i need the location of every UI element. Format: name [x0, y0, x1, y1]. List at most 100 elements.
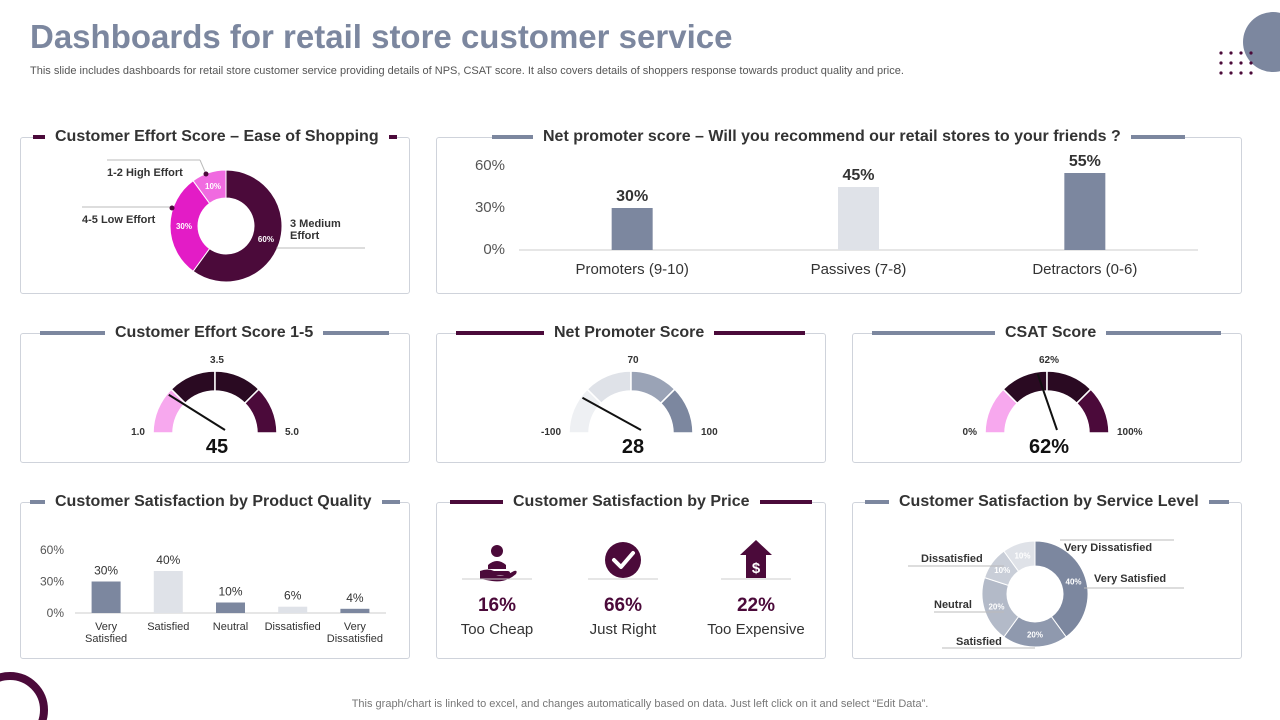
nps-gauge-card [436, 333, 826, 463]
csat-gauge-segment [1075, 388, 1110, 434]
svc-label-satisfied: Satisfied [956, 636, 1002, 648]
price-label-just-right: Just Right [590, 621, 658, 638]
nps-gauge-max: 100 [701, 427, 718, 438]
pq-bar [340, 608, 370, 613]
pq-value-label: 30% [94, 564, 118, 578]
ces-gauge-value: 45 [206, 436, 228, 458]
nps-recommend-chart: 0% 30% 60% 30% Promoters (9-10) 45% Passives (… [475, 153, 1198, 278]
svc-slice-label-2: 20% [988, 603, 1004, 612]
svc-label-very-dissatisfied: Very Dissatisfied [1064, 542, 1152, 554]
ces-slice-label-2: 10% [205, 182, 221, 191]
ces-slice-1 [169, 179, 211, 273]
pq-value-label: 40% [156, 553, 180, 567]
page-title: Dashboards for retail store customer ser… [30, 18, 733, 55]
nps-gauge-mid: 70 [627, 355, 639, 366]
ces-ease-title: Customer Effort Score – Ease of Shopping [45, 124, 389, 150]
nps-ytick: 60% [475, 157, 505, 174]
nps-gauge-segment [659, 388, 694, 434]
nps-gauge-min: -100 [541, 427, 561, 438]
ces-ease-chart: 60% 30% 10% 1-2 High Effort 4-5 Low Effort… [82, 159, 365, 283]
product-quality-title: Customer Satisfaction by Product Quality [45, 489, 382, 515]
footer-note: This graph/chart is linked to excel, and… [351, 698, 929, 710]
nps-value-label: 45% [842, 167, 874, 184]
pq-category-label: Dissatisfied [265, 621, 321, 633]
svc-slice-label-0: 40% [1066, 577, 1082, 586]
svc-label-very-satisfied: Very Satisfied [1094, 573, 1166, 585]
checkmark-icon [605, 542, 641, 578]
pq-category-label: Satisfied [147, 621, 189, 633]
pq-category-label: Neutral [213, 621, 248, 633]
pq-category-label: Very Dissatisfied [327, 621, 383, 645]
nps-value-label: 30% [616, 188, 648, 205]
ces-slice-label-1: 30% [176, 222, 192, 231]
ces-gauge-max: 5.0 [285, 427, 299, 438]
price-label-too-cheap: Too Cheap [461, 621, 534, 638]
csat-gauge-title: CSAT Score [995, 320, 1107, 346]
nps-gauge-value: 28 [622, 436, 644, 458]
svg-text:$: $ [752, 560, 761, 577]
dollar-house-icon: $ [740, 540, 772, 578]
price-value-just-right: 66% [604, 595, 642, 616]
pq-bar [216, 602, 245, 613]
svc-slice-label-4: 10% [1014, 551, 1030, 560]
service-level-chart: 40% 20% 20% 10% 10% Very Dissatisfied Very S… [908, 539, 1184, 649]
pq-value-label: 6% [284, 589, 302, 603]
pq-ytick: 60% [40, 543, 64, 557]
svc-label-dissatisfied: Dissatisfied [921, 553, 983, 565]
csat-gauge-value: 62% [1029, 436, 1069, 458]
csat-gauge-mid: 62% [1039, 355, 1059, 366]
decorative-dots [1219, 51, 1253, 75]
svc-slice-4 [1003, 540, 1036, 573]
nps-gauge-needle [581, 396, 642, 431]
csat-gauge-chart: 0% 100% 62% 62% [963, 355, 1143, 458]
pq-value-label: 10% [218, 585, 242, 599]
price-title: Customer Satisfaction by Price [503, 489, 760, 515]
ces-slice-0 [192, 169, 283, 283]
pq-bar [91, 581, 121, 613]
pq-category-label: Very Satisfied [85, 621, 127, 645]
ces-gauge-chart: 1.0 5.0 3.5 45 [131, 355, 299, 458]
pq-value-label: 4% [346, 591, 364, 605]
pq-bar [278, 606, 308, 613]
ces-slice-2 [192, 169, 227, 205]
product-quality-card [20, 502, 410, 659]
price-label-too-expensive: Too Expensive [707, 621, 805, 638]
ces-gauge-mid: 3.5 [210, 355, 224, 366]
pq-bar [153, 571, 183, 613]
nps-value-label: 55% [1069, 153, 1101, 170]
ces-gauge-needle [168, 393, 226, 431]
pq-ytick: 30% [40, 575, 64, 589]
svc-slice-label-3: 10% [994, 566, 1010, 575]
price-value-too-expensive: 22% [737, 595, 775, 616]
nps-bar [1064, 173, 1106, 250]
nps-ytick: 30% [475, 199, 505, 216]
csat-gauge-min: 0% [963, 427, 978, 438]
decorative-ring [0, 672, 48, 720]
svc-slice-0 [1034, 540, 1089, 638]
nps-bar [611, 208, 653, 250]
price-value-too-cheap: 16% [478, 595, 516, 616]
ces-ease-donut: 60% 30% 10% [169, 169, 283, 283]
nps-ytick: 0% [483, 241, 505, 258]
product-quality-chart: 0% 30% 60% 30% Very Satisfied 40% Satisfied 10% N… [40, 543, 386, 645]
service-level-donut: 40% 20% 20% 10% 10% [981, 540, 1089, 648]
nps-category-label: Passives (7-8) [811, 261, 907, 278]
csat-gauge-needle [1036, 373, 1058, 431]
ces-gauge-title: Customer Effort Score 1-5 [105, 320, 324, 346]
hand-person-icon [480, 545, 517, 582]
ces-label-medium: 3 Medium Effort [290, 218, 341, 242]
ces-label-low: 4-5 Low Effort [82, 214, 156, 226]
nps-bar [838, 187, 879, 250]
svc-slice-label-1: 20% [1027, 631, 1043, 640]
nps-recommend-title: Net promoter score – Will you recommend … [533, 124, 1131, 150]
svc-label-neutral: Neutral [934, 599, 972, 611]
nps-gauge-chart: -100 100 70 28 [541, 355, 718, 458]
ces-gauge-card [20, 333, 410, 463]
page-subtitle: This slide includes dashboards for retai… [30, 65, 904, 77]
ces-label-high: 1-2 High Effort [107, 167, 183, 179]
csat-gauge-max: 100% [1117, 427, 1143, 438]
price-panel: 16% Too Cheap 66% Just Right $ 22% Too E… [461, 540, 805, 638]
nps-category-label: Detractors (0-6) [1032, 261, 1137, 278]
ces-gauge-min: 1.0 [131, 427, 145, 438]
pq-ytick: 0% [47, 606, 65, 620]
